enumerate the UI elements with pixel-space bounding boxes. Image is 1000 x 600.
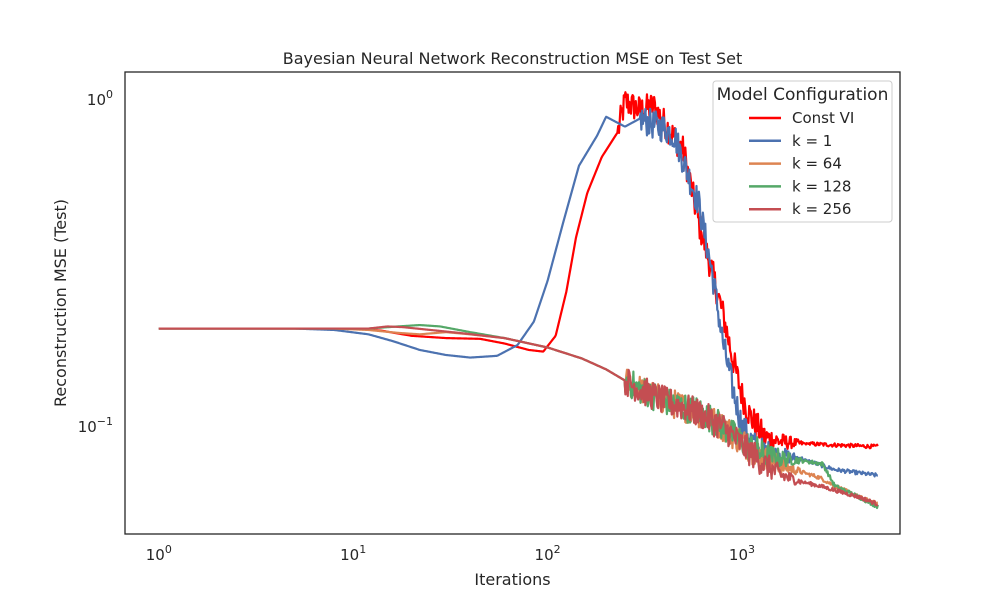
plot-frame [124, 71, 901, 535]
series-layer [158, 91, 879, 510]
series-line-4 [158, 323, 879, 510]
legend-entry: k = 128 [792, 177, 851, 195]
x-tick-label: 103 [729, 543, 755, 564]
x-tick-label: 101 [340, 543, 366, 564]
legend-entry: k = 1 [792, 132, 832, 150]
x-tick-labels: 100 101 102 103 [146, 543, 755, 564]
y-tick-label: 100 [87, 88, 113, 109]
y-tick-label: 10−1 [78, 415, 113, 436]
legend: Model Configuration Const VI k = 1 k = 64 k… [712, 80, 893, 223]
x-tick-label: 102 [535, 543, 561, 564]
series-line-5 [158, 325, 879, 507]
legend-title: Model Configuration [717, 85, 889, 105]
y-tick-labels: 10−1 100 [78, 88, 113, 436]
y-axis-label: Reconstruction MSE (Test) [51, 199, 70, 407]
legend-entry: k = 256 [792, 200, 851, 218]
legend-entry: Const VI [792, 109, 854, 127]
legend-entry: k = 64 [792, 155, 842, 173]
x-axis-label: Iterations [474, 570, 550, 589]
chart-title: Bayesian Neural Network Reconstruction M… [283, 49, 743, 68]
x-tick-label: 100 [146, 543, 172, 564]
series-line-3 [158, 327, 879, 507]
